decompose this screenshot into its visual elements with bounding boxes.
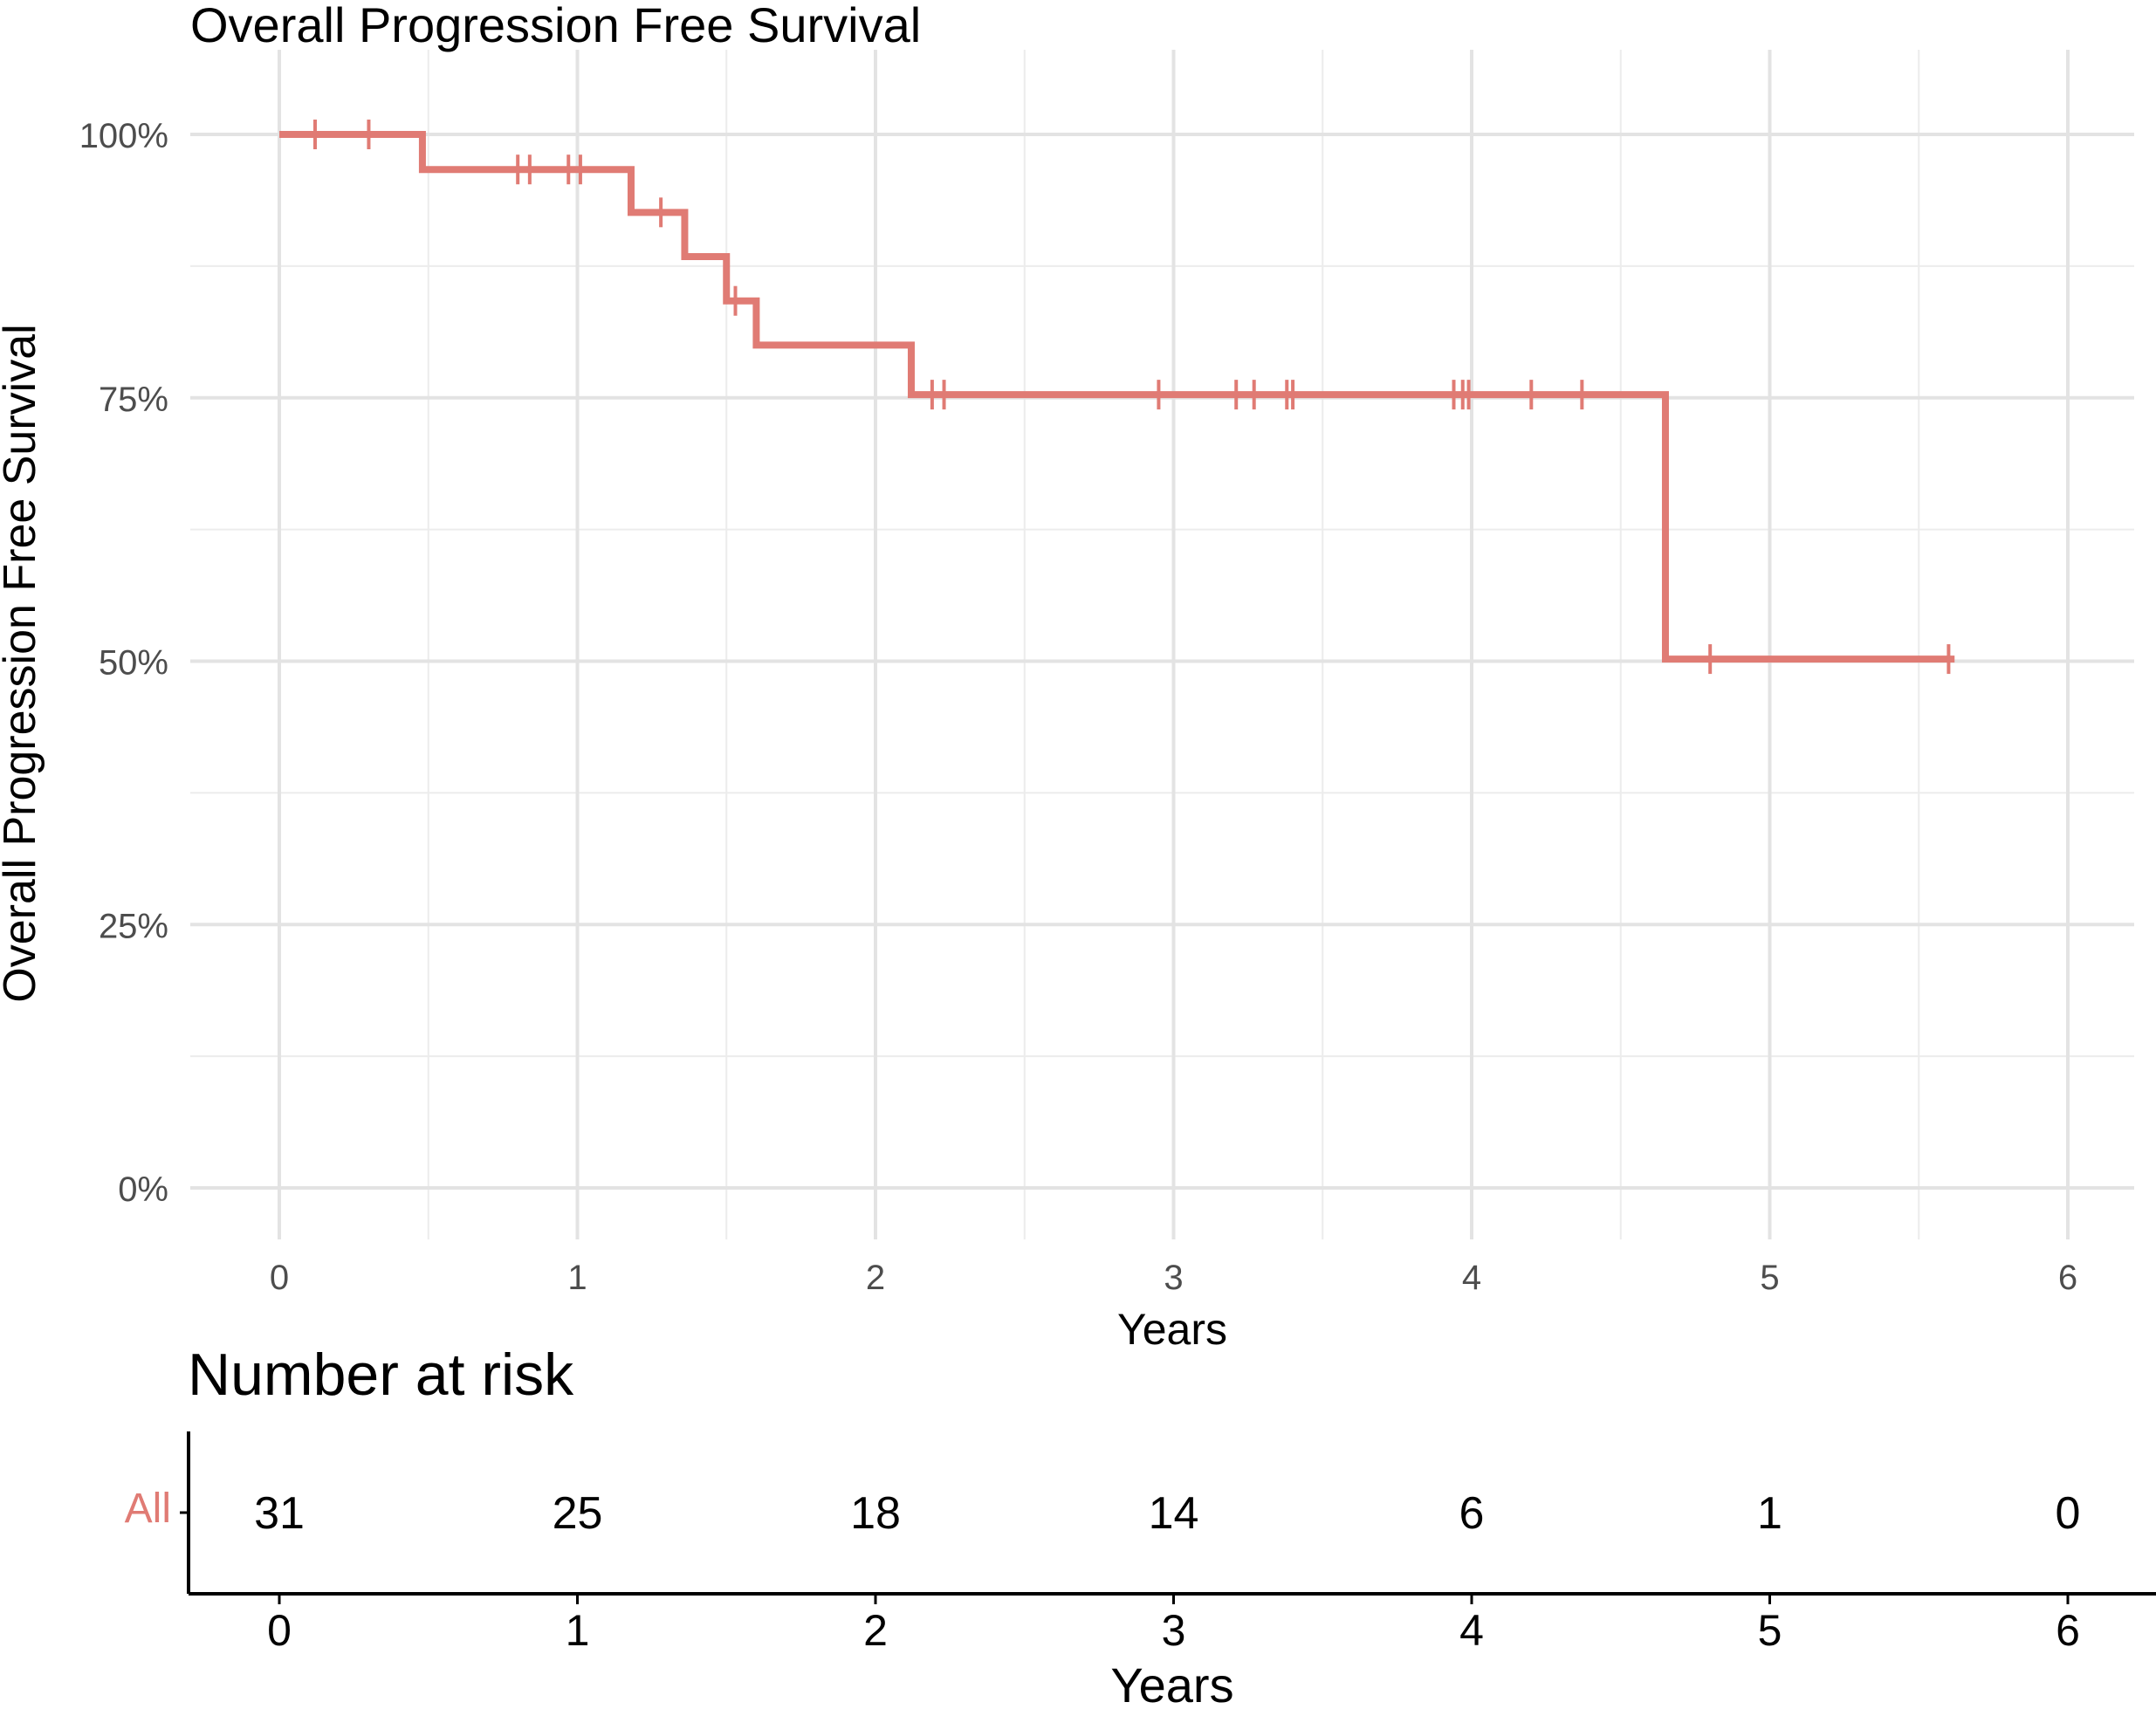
y-tick-label: 75% (99, 381, 168, 419)
risk-count: 31 (254, 1488, 305, 1539)
risk-x-tick-label: 3 (1162, 1606, 1186, 1655)
risk-x-tick-label: 1 (566, 1606, 590, 1655)
x-axis-label: Years (1117, 1305, 1227, 1354)
x-tick-label: 4 (1462, 1259, 1481, 1297)
y-axis-label: Overall Progression Free Survival (0, 324, 45, 1002)
risk-count: 18 (850, 1488, 901, 1539)
minor-gridlines (190, 50, 2134, 1239)
risk-count: 14 (1149, 1488, 1199, 1539)
risk-count: 0 (2056, 1488, 2081, 1539)
chart-title: Overall Progression Free Survival (190, 0, 921, 52)
y-tick-label: 0% (118, 1170, 168, 1209)
x-tick-label: 6 (2058, 1259, 2077, 1297)
x-axis-ticks: 0 1 2 3 4 5 6 (270, 1259, 2077, 1297)
y-tick-label: 25% (99, 907, 168, 945)
censor-marks (312, 120, 1951, 675)
major-gridlines (190, 50, 2134, 1239)
x-tick-label: 5 (1760, 1259, 1779, 1297)
risk-table-x-axis-label: Years (1110, 1658, 1233, 1709)
risk-table-title: Number at risk (188, 1342, 574, 1408)
risk-table-counts: 31 25 18 14 6 1 0 (254, 1488, 2080, 1539)
x-tick-label: 1 (567, 1259, 587, 1297)
x-tick-label: 2 (866, 1259, 885, 1297)
x-tick-label: 3 (1164, 1259, 1183, 1297)
risk-x-tick-label: 2 (863, 1606, 888, 1655)
risk-x-tick-label: 5 (1758, 1606, 1782, 1655)
risk-x-tick-label: 4 (1459, 1606, 1484, 1655)
x-tick-label: 0 (270, 1259, 289, 1297)
risk-count: 25 (553, 1488, 603, 1539)
risk-x-tick-label: 6 (2056, 1606, 2080, 1655)
risk-table-x-ticks: 0 1 2 3 4 5 6 (267, 1594, 2080, 1655)
risk-count: 6 (1459, 1488, 1485, 1539)
y-axis-ticks: 0% 25% 50% 75% 100% (79, 117, 168, 1209)
y-tick-label: 100% (79, 117, 168, 155)
y-tick-label: 50% (99, 644, 168, 683)
risk-count: 1 (1757, 1488, 1782, 1539)
risk-x-tick-label: 0 (267, 1606, 292, 1655)
risk-table-strata-label: All (125, 1486, 171, 1532)
